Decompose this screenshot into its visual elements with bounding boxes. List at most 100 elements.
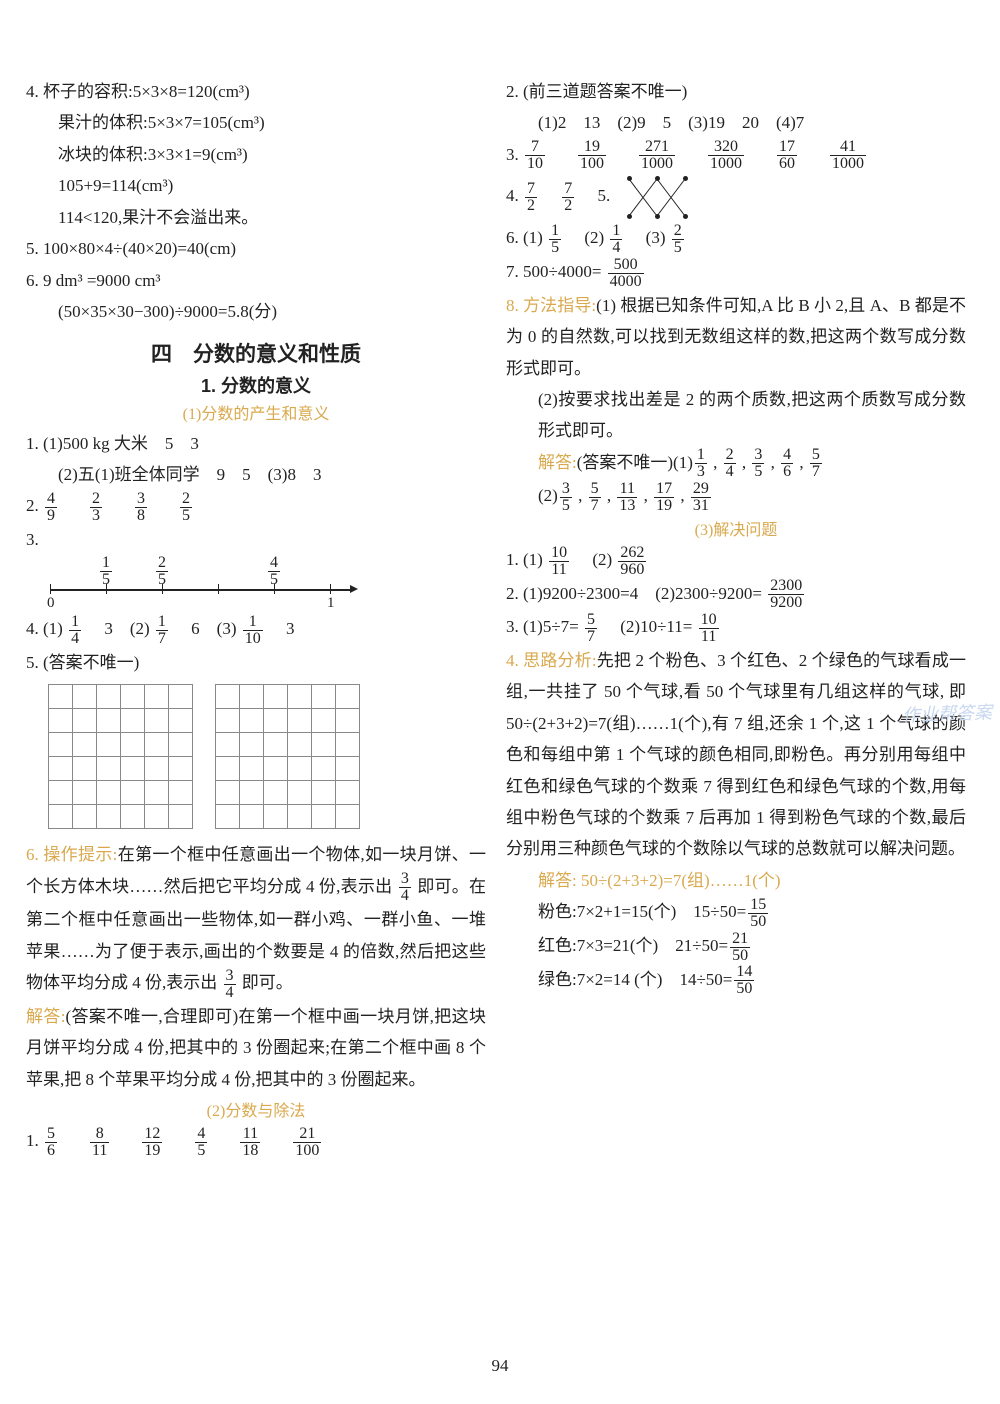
answer-row: 绿色:7×2=14 (个) 14÷50=1450 (506, 964, 966, 998)
fraction: 45 (268, 555, 280, 588)
fraction: 1450 (734, 964, 754, 997)
answer-row: 1. (1) 1011 (2) 262960 (506, 544, 966, 578)
answer-text: 解答:(答案不唯一,合理即可)在第一个框中画一块月饼,把这块月饼平均分成 4 份… (26, 1001, 486, 1095)
text: (2)按要求找出差是 2 的两个质数,把这两个质数写成分数形式即可。 (506, 384, 966, 447)
text: 解答: 50÷(2+3+2)=7(组)……1(个) (506, 865, 966, 896)
fraction: 1011 (699, 612, 719, 645)
answer-row: 4. (1) 14 3 (2) 17 6 (3) 110 3 (26, 613, 486, 647)
tick-label: 1 (327, 595, 335, 612)
fraction: 811 (90, 1126, 109, 1159)
text: 4. 杯子的容积:5×3×8=120(cm³) (26, 76, 486, 107)
topic-heading: (1)分数的产生和意义 (26, 400, 486, 424)
text: 果汁的体积:5×3×7=105(cm³) (26, 107, 486, 138)
fraction: 2931 (691, 481, 711, 514)
answer-row: 红色:7×3=21(个) 21÷50=2150 (506, 930, 966, 964)
label: 1. (1) (506, 550, 543, 569)
fraction: 45 (195, 1126, 207, 1159)
text: 6 (3) (174, 619, 236, 638)
answer-row: 3. (1)5÷7= 57 (2)10÷11= 1011 (506, 611, 966, 645)
fraction: 15 (100, 555, 112, 588)
fraction: 21100 (293, 1126, 321, 1159)
fraction: 57 (810, 447, 822, 480)
answer-row: (2)35 , 57 , 1113 , 1719 , 2931 (506, 480, 966, 514)
topic-heading: (2)分数与除法 (26, 1097, 486, 1121)
label: 4. (506, 186, 523, 205)
fraction: 13 (695, 447, 707, 480)
text: (2) (575, 550, 612, 569)
fraction: 25 (180, 491, 192, 524)
fraction: 110 (243, 614, 263, 647)
fraction: 57 (589, 481, 601, 514)
page-number: 94 (0, 1356, 1000, 1376)
text: 114<120,果汁不会溢出来。 (26, 202, 486, 233)
fraction: 25 (156, 555, 168, 588)
answer-row: 2. 49 23 38 25 (26, 490, 486, 524)
fraction: 38 (135, 491, 147, 524)
text: 5. (答案不唯一) (26, 647, 486, 678)
fraction: 57 (585, 612, 597, 645)
text: 3. (26, 524, 486, 555)
fraction: 46 (781, 447, 793, 480)
cross-diagram (621, 172, 691, 222)
fraction: 1113 (617, 481, 637, 514)
fraction: 19100 (578, 139, 606, 172)
fraction: 34 (224, 968, 236, 1001)
fraction: 17 (156, 614, 168, 647)
answer-row: 4. 72 72 5. (506, 172, 966, 222)
answer-row: 6. (1) 15 (2) 14 (3) 25 (506, 222, 966, 256)
fraction: 1760 (777, 139, 797, 172)
fraction: 72 (525, 181, 537, 214)
label: 1. (26, 1131, 43, 1150)
text: (2)五(1)班全体同学 9 5 (3)8 3 (26, 459, 486, 490)
answer-row: 7. 500÷4000= 5004000 (506, 256, 966, 290)
fraction: 56 (45, 1126, 57, 1159)
text: (2) (567, 228, 604, 247)
grid-diagram (48, 684, 486, 829)
text: (2) (538, 486, 558, 505)
fraction: 24 (724, 447, 736, 480)
text: (2)10÷11= (603, 617, 692, 636)
text: (3) (629, 228, 666, 247)
answer-row: 1. 56 811 1219 45 1118 21100 (26, 1125, 486, 1159)
watermark: 作业帮答案 (902, 698, 993, 727)
fraction: 35 (752, 447, 764, 480)
fraction: 14 (69, 614, 81, 647)
fraction: 1719 (654, 481, 674, 514)
hint-text: 4. 思路分析:先把 2 个粉色、3 个红色、2 个绿色的气球看成一组,一共挂了… (506, 645, 966, 865)
fraction: 34 (399, 871, 411, 904)
answer-row: 3. 710 19100 2711000 3201000 1760 411000 (506, 139, 966, 173)
fraction: 15 (549, 223, 561, 256)
topic-heading: (3)解决问题 (506, 516, 966, 540)
fraction: 14 (610, 223, 622, 256)
fraction: 262960 (618, 545, 646, 578)
text: 2. (前三道题答案不唯一) (506, 76, 966, 107)
text: 3 (269, 619, 295, 638)
fraction: 2150 (730, 931, 750, 964)
hint-text: 8. 方法指导:(1) 根据已知条件可知,A 比 B 小 2,且 A、B 都是不… (506, 290, 966, 384)
fraction: 1550 (748, 897, 768, 930)
tick-label: 0 (47, 595, 55, 612)
subsection-heading: 1. 分数的意义 (26, 372, 486, 398)
fraction: 710 (525, 139, 545, 172)
text: 5. 100×80×4÷(40×20)=40(cm) (26, 233, 486, 264)
label: 3. (506, 145, 523, 164)
text: (50×35×30−300)÷9000=5.8(分) (26, 296, 486, 327)
fraction: 25 (672, 223, 684, 256)
text: 3. (1)5÷7= (506, 617, 579, 636)
text: 粉色:7×2+1=15(个) 15÷50= (538, 902, 746, 921)
fraction: 2711000 (639, 139, 675, 172)
text: 2. (1)9200÷2300=4 (2)2300÷9200= (506, 584, 762, 603)
fraction: 5004000 (608, 257, 644, 290)
answer-row: 粉色:7×2+1=15(个) 15÷50=1550 (506, 896, 966, 930)
text: 7. 500÷4000= (506, 262, 601, 281)
label: 2. (26, 496, 43, 515)
label: 6. (1) (506, 228, 543, 247)
text: (答案不唯一)(1) (577, 453, 693, 472)
text: (1)2 13 (2)9 5 (3)19 20 (4)7 (506, 107, 966, 138)
text: 红色:7×3=21(个) 21÷50= (538, 936, 728, 955)
answer-row: 2. (1)9200÷2300=4 (2)2300÷9200= 23009200 (506, 578, 966, 612)
answer-row: 解答:(答案不唯一)(1)13 , 24 , 35 , 46 , 57 (506, 447, 966, 481)
fraction: 1219 (142, 1126, 162, 1159)
fraction: 72 (562, 181, 574, 214)
fraction: 3201000 (708, 139, 744, 172)
